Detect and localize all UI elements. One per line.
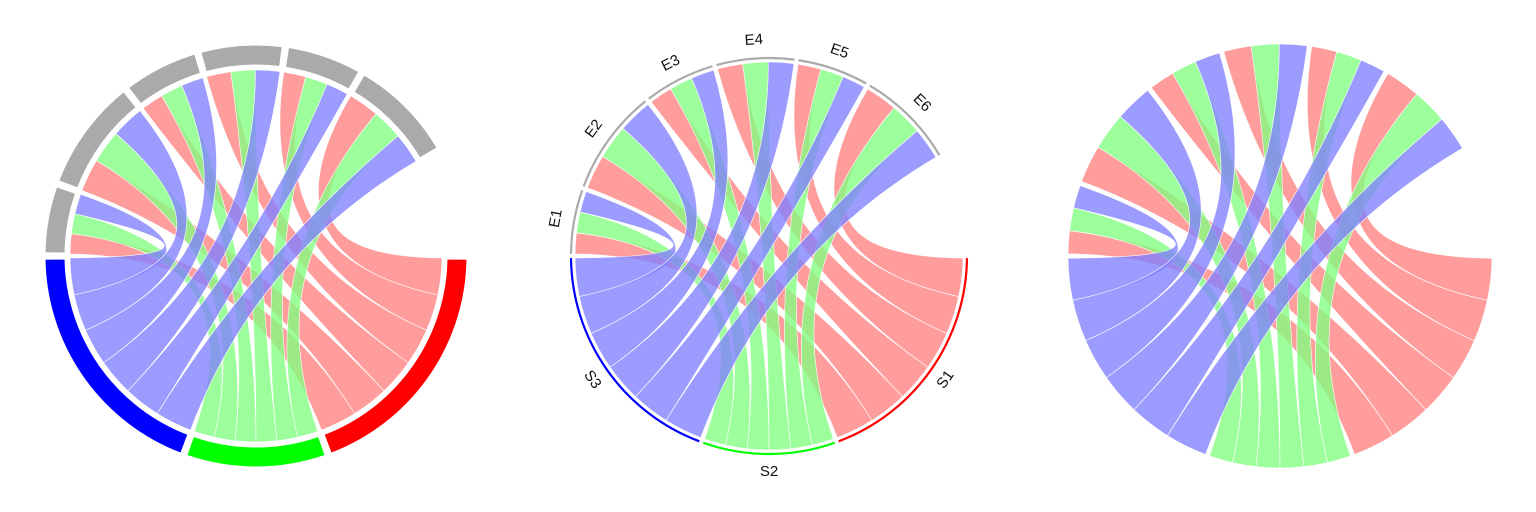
sector-label-e2: E2 xyxy=(582,116,607,141)
sector-track-e3 xyxy=(648,65,713,100)
chord-link-s1-e5 xyxy=(1306,46,1488,342)
sector-label-s3: S3 xyxy=(580,367,604,392)
chord-diagram-2: S1 S2 S3 E1 E2 E3 E4 E5 E6 xyxy=(546,31,969,480)
sector-track-e2 xyxy=(582,100,647,187)
chord-link-s3-e5 xyxy=(1133,59,1385,437)
sector-track-e3 xyxy=(125,50,204,108)
chord-diagram-1 xyxy=(42,42,470,470)
chord-link-s1-e6 xyxy=(317,95,443,296)
sector-label-e6: E6 xyxy=(910,90,935,115)
chord-link-s3-e3 xyxy=(85,77,217,364)
sector-track-e5 xyxy=(798,59,867,85)
chord-link-s3-e5 xyxy=(634,76,865,421)
chord-link-s1-e6 xyxy=(833,88,964,297)
sector-track-e1 xyxy=(569,189,584,254)
sector-label-e3: E3 xyxy=(659,51,683,74)
chord-link-s2-e6 xyxy=(286,113,399,438)
sector-track-s3 xyxy=(569,258,700,443)
sector-track-s1 xyxy=(838,258,969,443)
chord-link-s3-e2 xyxy=(578,103,698,334)
chord-link-s3-e6 xyxy=(1167,118,1463,455)
chord-link-s3-e4 xyxy=(609,61,795,398)
sector-track-e6 xyxy=(350,71,441,162)
chord-link-s2-e6 xyxy=(800,107,918,446)
sector-track-e4 xyxy=(716,56,795,67)
sector-track-e6 xyxy=(869,84,941,156)
chord-link-s3-e6 xyxy=(156,135,417,431)
chord-link-s3-e6 xyxy=(665,130,937,438)
sector-track-s3 xyxy=(42,256,192,457)
chord-link-s3-e4 xyxy=(1105,43,1308,411)
chord-link-s3-e4 xyxy=(103,69,281,392)
chord-link-s1-e5 xyxy=(793,63,960,334)
chord-link-s3-e3 xyxy=(590,69,729,368)
sector-label-s2: S2 xyxy=(760,463,778,480)
sector-track-s2 xyxy=(702,441,836,456)
sector-label-e4: E4 xyxy=(744,31,764,49)
sector-label-s1: S1 xyxy=(933,367,957,392)
sector-track-e4 xyxy=(197,42,285,75)
chord-link-s3-e2 xyxy=(73,110,188,331)
sector-track-s1 xyxy=(320,256,470,457)
sector-label-e5: E5 xyxy=(828,40,851,62)
chord-link-s2-e6 xyxy=(1315,93,1443,463)
chord-link-s3-e3 xyxy=(1085,52,1236,379)
sector-track-s2 xyxy=(183,433,329,470)
sector-track-e2 xyxy=(55,88,140,192)
chord-link-s3-e2 xyxy=(1072,89,1202,342)
chord-link-s3-e5 xyxy=(127,83,348,415)
sector-track-e1 xyxy=(42,183,79,256)
chord-link-s1-e6 xyxy=(1350,73,1493,301)
sector-track-e5 xyxy=(282,44,363,93)
chord-link-s1-e5 xyxy=(279,71,439,331)
chord-diagram-3 xyxy=(1067,43,1493,469)
sector-label-e1: E1 xyxy=(546,208,566,229)
